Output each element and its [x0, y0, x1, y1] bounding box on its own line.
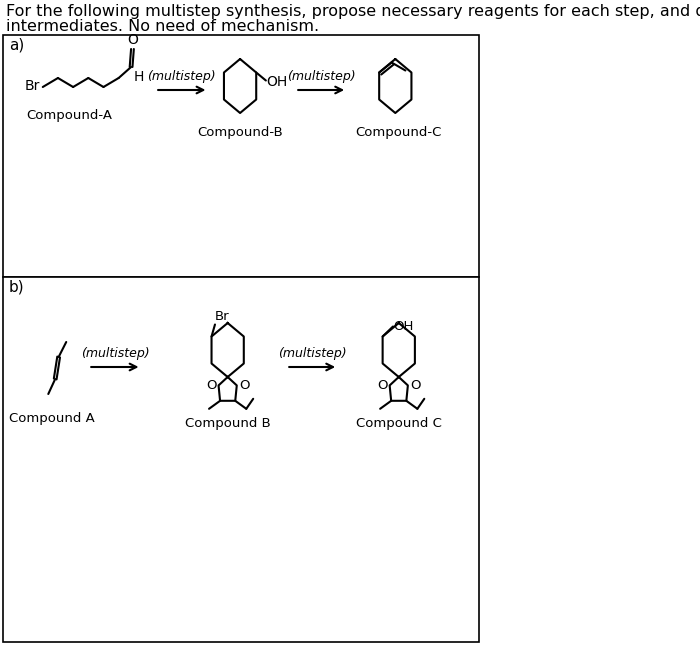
Text: OH: OH: [393, 320, 414, 333]
Text: O: O: [239, 379, 249, 392]
Text: Compound-A: Compound-A: [26, 109, 112, 122]
Text: b): b): [9, 280, 25, 295]
Text: OH: OH: [267, 74, 288, 89]
Text: (multistep): (multistep): [287, 70, 356, 83]
Text: (multistep): (multistep): [80, 347, 149, 360]
Bar: [4, 35, 480, 277]
Text: O: O: [410, 379, 421, 392]
Text: Compound-B: Compound-B: [197, 126, 283, 139]
Text: Compound-C: Compound-C: [356, 126, 442, 139]
Text: O: O: [127, 33, 138, 47]
Text: (multistep): (multistep): [278, 347, 346, 360]
Text: Compound A: Compound A: [9, 412, 94, 425]
Text: O: O: [377, 379, 388, 392]
Text: H: H: [133, 70, 144, 84]
Text: Br: Br: [215, 310, 230, 323]
Text: (multistep): (multistep): [148, 70, 216, 83]
Bar: [4, 277, 480, 642]
Text: Br: Br: [25, 79, 40, 93]
Text: a): a): [9, 38, 25, 53]
Text: intermediates. No need of mechanism.: intermediates. No need of mechanism.: [6, 19, 319, 34]
Text: O: O: [206, 379, 216, 392]
Text: For the following multistep synthesis, propose necessary reagents for each step,: For the following multistep synthesis, p…: [6, 4, 700, 19]
Text: Compound C: Compound C: [356, 417, 442, 430]
Text: Compound B: Compound B: [185, 417, 270, 430]
